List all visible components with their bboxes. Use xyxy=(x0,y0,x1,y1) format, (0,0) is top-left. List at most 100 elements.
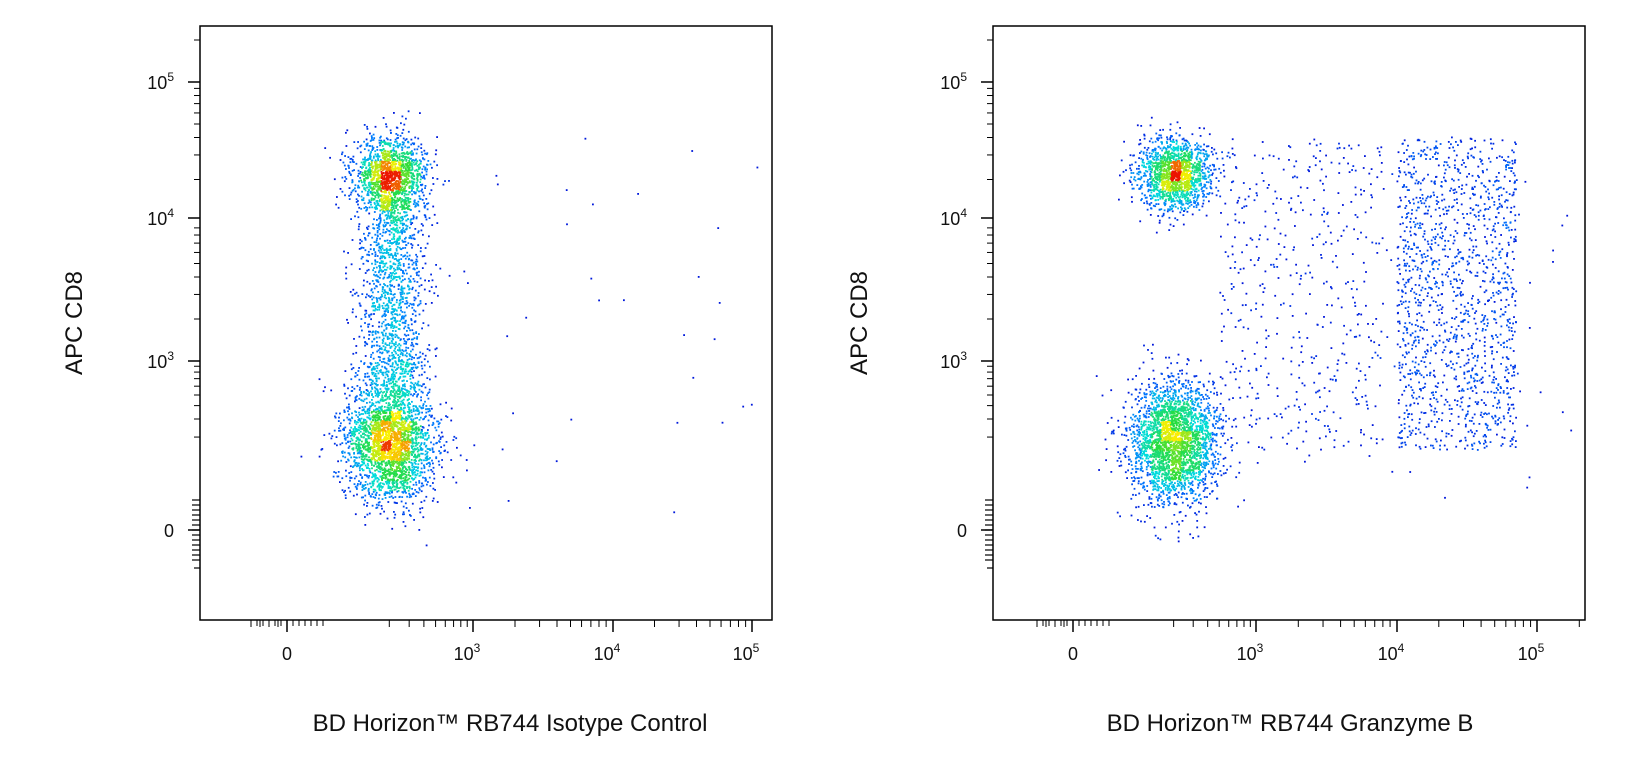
scatter-point xyxy=(402,394,405,396)
scatter-point xyxy=(397,476,400,479)
scatter-point xyxy=(404,446,406,449)
scatter-point xyxy=(383,444,385,446)
scatter-point xyxy=(382,420,385,422)
scatter-point xyxy=(421,191,424,194)
scatter-point xyxy=(345,475,348,478)
scatter-point xyxy=(343,180,346,183)
scatter-point xyxy=(425,153,428,156)
scatter-point xyxy=(392,330,394,332)
scatter-point xyxy=(414,363,417,366)
scatter-point xyxy=(433,477,436,480)
scatter-point xyxy=(337,460,339,463)
scatter-point xyxy=(412,472,415,474)
scatter-point xyxy=(401,442,404,445)
scatter-point xyxy=(374,477,377,480)
scatter-point xyxy=(393,174,396,176)
scatter-point xyxy=(393,482,396,484)
scatter-point xyxy=(383,265,386,267)
scatter-point xyxy=(344,438,347,441)
scatter-point xyxy=(404,167,407,170)
scatter-point xyxy=(407,450,410,452)
scatter-point xyxy=(401,470,404,473)
scatter-point xyxy=(404,430,407,432)
scatter-point xyxy=(371,493,374,495)
scatter-point xyxy=(397,442,399,444)
scatter-point xyxy=(343,385,346,387)
scatter-point xyxy=(403,472,406,475)
scatter-point xyxy=(393,406,396,408)
scatter-point xyxy=(411,142,414,145)
scatter-point xyxy=(412,237,415,240)
scatter-point xyxy=(406,214,409,217)
scatter-point xyxy=(424,152,426,155)
scatter-point xyxy=(379,429,382,431)
scatter-point xyxy=(390,425,392,427)
scatter-point xyxy=(398,377,401,379)
scatter-point xyxy=(371,189,374,191)
scatter-point xyxy=(362,469,365,472)
scatter-point xyxy=(364,487,367,489)
scatter-point xyxy=(418,475,421,477)
scatter-point xyxy=(345,168,347,170)
scatter-point xyxy=(368,407,371,410)
scatter-point xyxy=(391,461,394,464)
scatter-point xyxy=(375,422,377,424)
scatter-point xyxy=(380,450,383,453)
scatter-point xyxy=(405,427,408,430)
scatter-point xyxy=(373,375,376,377)
scatter-point xyxy=(374,153,377,156)
scatter-point xyxy=(362,447,365,450)
scatter-point xyxy=(409,281,412,283)
scatter-point xyxy=(381,422,384,425)
scatter-point xyxy=(385,437,387,440)
scatter-point xyxy=(385,171,387,173)
scatter-point xyxy=(393,258,396,260)
scatter-point xyxy=(401,436,404,438)
scatter-point xyxy=(414,474,417,476)
scatter-point xyxy=(374,415,376,418)
scatter-point xyxy=(347,252,349,254)
scatter-point xyxy=(417,168,420,171)
scatter-point xyxy=(404,269,407,272)
scatter-point xyxy=(388,168,391,171)
scatter-point xyxy=(411,286,414,289)
scatter-point xyxy=(398,388,401,390)
scatter-point xyxy=(417,463,420,466)
scatter-point xyxy=(363,443,365,446)
scatter-point xyxy=(379,159,382,161)
scatter-point xyxy=(427,429,429,431)
scatter-point xyxy=(428,349,431,352)
scatter-point xyxy=(418,374,421,377)
scatter-point xyxy=(369,173,372,175)
scatter-point xyxy=(367,250,370,253)
scatter-point xyxy=(395,187,398,190)
scatter-point xyxy=(378,186,381,189)
scatter-point xyxy=(381,201,383,204)
scatter-point xyxy=(370,421,373,423)
scatter-point xyxy=(387,445,390,448)
scatter-point xyxy=(419,507,421,510)
scatter-point xyxy=(402,128,405,131)
scatter-point xyxy=(374,463,377,465)
scatter-point xyxy=(392,445,395,447)
scatter-point xyxy=(406,330,408,332)
scatter-point xyxy=(431,500,434,502)
scatter-point xyxy=(364,173,367,176)
scatter-point xyxy=(347,441,349,443)
scatter-point xyxy=(372,416,374,419)
scatter-point xyxy=(393,432,395,435)
scatter-point xyxy=(442,183,445,186)
scatter-point xyxy=(379,160,381,163)
scatter-point xyxy=(372,139,375,141)
scatter-point xyxy=(406,146,409,149)
scatter-point xyxy=(381,467,383,470)
scatter-point xyxy=(360,450,363,452)
scatter-point xyxy=(412,409,415,412)
scatter-point xyxy=(398,446,401,448)
scatter-point xyxy=(424,434,427,437)
scatter-point xyxy=(403,487,406,490)
scatter-point xyxy=(345,442,348,445)
scatter-point xyxy=(397,453,400,456)
scatter-point xyxy=(353,460,356,463)
scatter-point xyxy=(405,117,407,120)
